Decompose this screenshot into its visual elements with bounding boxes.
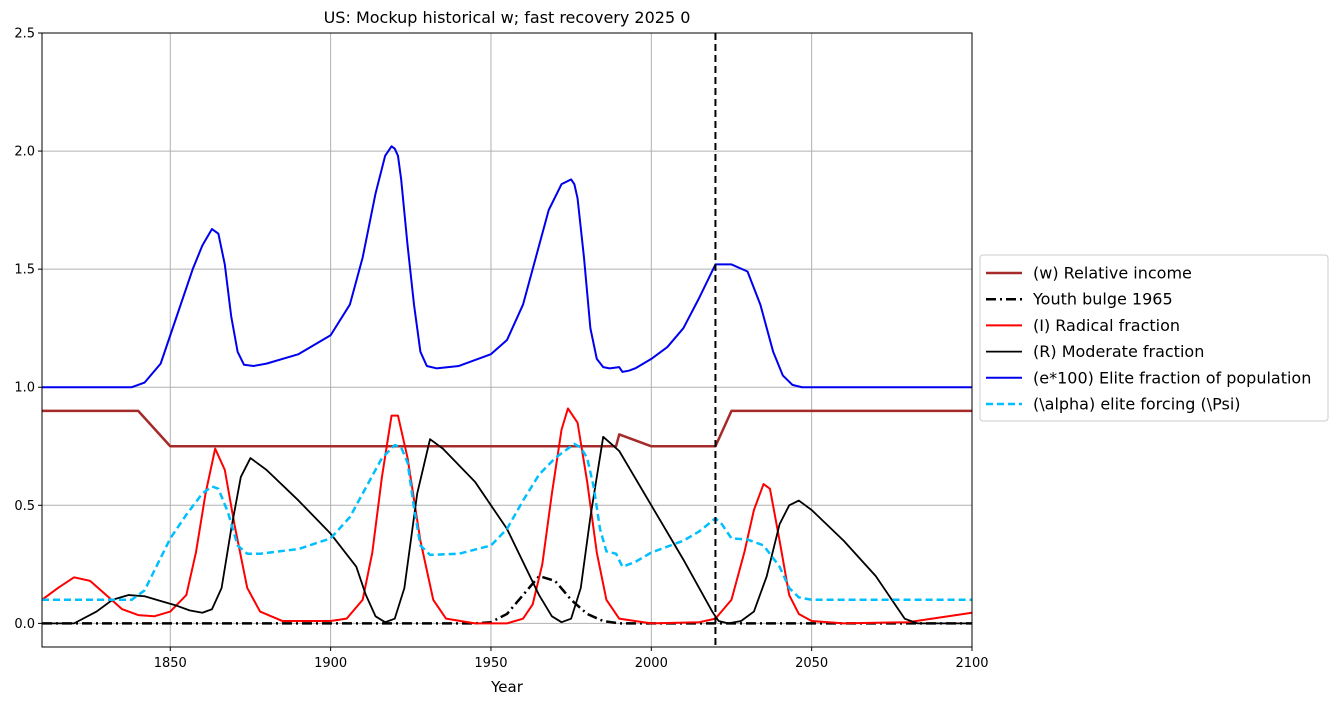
series-line-i-radical-fraction [42, 407, 972, 625]
legend-entry-label: Youth bulge 1965 [1032, 290, 1173, 309]
x-tick-label: 1900 [314, 656, 347, 671]
legend-entry-label: (w) Relative income [1033, 264, 1192, 283]
legend-entry-label: (R) Moderate fraction [1033, 342, 1204, 361]
y-tick-label: 1.5 [14, 263, 35, 278]
plot-area-frame [41, 32, 973, 648]
x-tick-label: 1850 [154, 656, 187, 671]
x-axis-label: Year [490, 678, 524, 696]
legend-frame [979, 254, 1329, 422]
x-tick-label: 2100 [955, 656, 988, 671]
legend-entry-label: (\alpha) elite forcing (\Psi) [1033, 395, 1241, 414]
y-tick-label: 2.5 [14, 27, 35, 42]
legend-entry-label: (e*100) Elite fraction of population [1033, 368, 1311, 387]
plot-series [42, 33, 972, 647]
y-tick-label: 2.0 [14, 145, 35, 160]
x-tick-label: 2000 [635, 656, 668, 671]
chart-title: US: Mockup historical w; fast recovery 2… [324, 8, 691, 27]
x-tick-label: 1950 [474, 656, 507, 671]
y-tick-label: 0.0 [14, 617, 35, 632]
series-line-youth-bulge-1965 [42, 574, 972, 625]
x-tick-label: 2050 [795, 656, 828, 671]
series-line-alpha-elite-forcing-psi [42, 442, 972, 602]
legend: (w) Relative income Youth bulge 1965 (I) R… [979, 254, 1329, 422]
series-line-r-moderate-fraction [42, 435, 972, 625]
legend-entry-label: (I) Radical fraction [1033, 316, 1180, 335]
axes: 1850 1900 1950 2000 2050 2100 0.0 0.5 1.0 1.5 2.0 2… [14, 27, 988, 672]
series-line-e-100-elite-fraction-of-population [42, 145, 972, 389]
y-tick-label: 1.0 [14, 381, 35, 396]
series-line-w-relative-income [42, 409, 972, 448]
y-tick-label: 0.5 [14, 499, 35, 514]
